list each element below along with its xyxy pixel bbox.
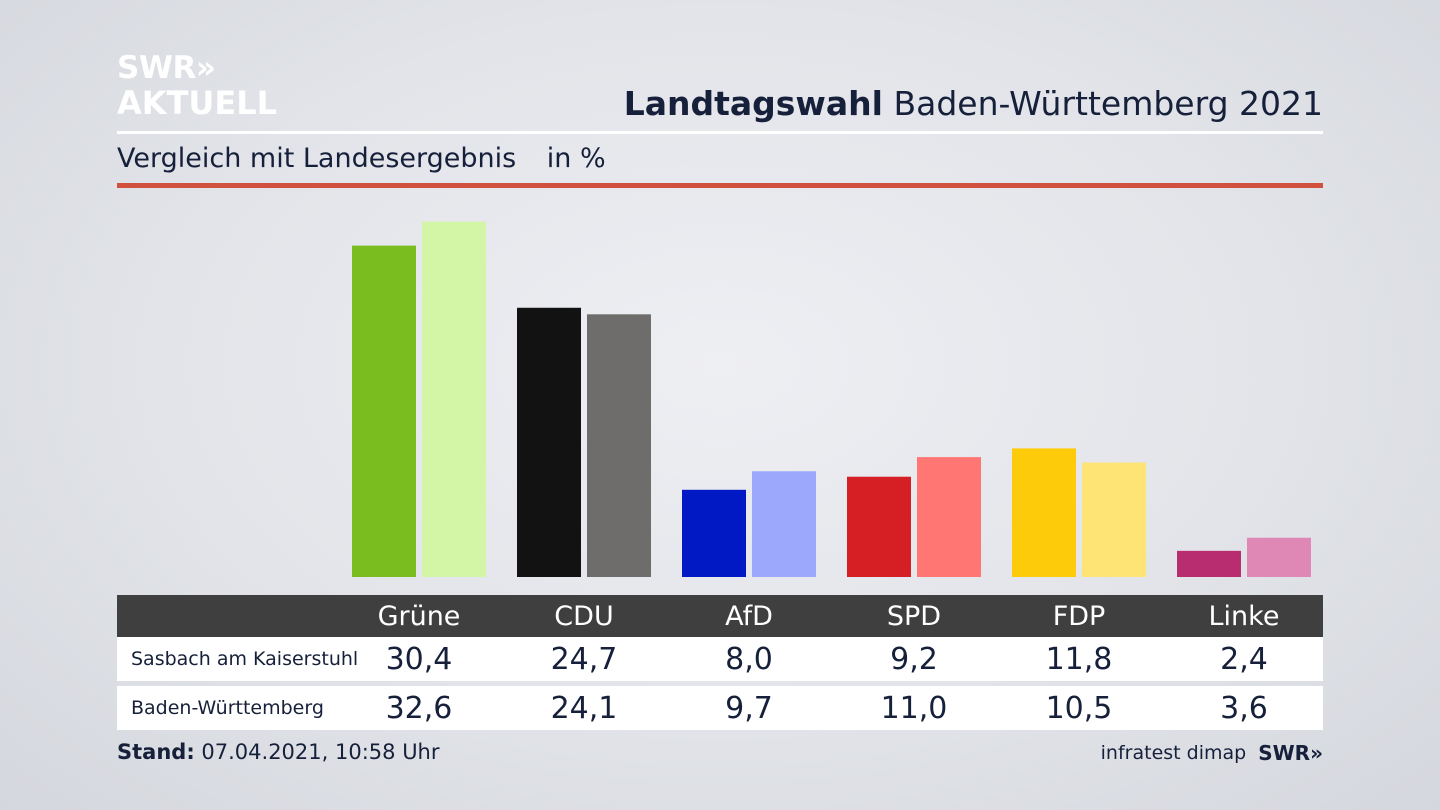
- table-cell: 8,0: [725, 641, 773, 677]
- bar-fdp-local: [1012, 448, 1076, 577]
- column-header: SPD: [886, 600, 942, 632]
- swr-brand-logo: SWR»: [1258, 741, 1323, 765]
- page-title: Landtagswahl Baden-Württemberg 2021: [624, 84, 1323, 123]
- bar-spd-state: [917, 457, 981, 577]
- header-divider: [117, 131, 1323, 134]
- timestamp: Stand: 07.04.2021, 10:58 Uhr: [117, 740, 440, 764]
- subtitle-text: Vergleich mit Landesergebnis: [117, 143, 517, 174]
- table-header-row: Grüne CDU AfD SPD FDP Linke: [117, 595, 1323, 637]
- bar-chart: [352, 221, 1311, 577]
- bar-gr-ne-local: [352, 245, 416, 577]
- chart-subtitle: Vergleich mit Landesergebnis in %: [117, 143, 606, 174]
- column-header: Linke: [1208, 600, 1280, 632]
- column-header: AfD: [725, 600, 773, 632]
- bar-fdp-state: [1082, 462, 1146, 577]
- table-cell: 11,0: [880, 690, 948, 726]
- swr-aktuell-logo: SWR» AKTUELL: [117, 50, 278, 122]
- title-bold: Landtagswahl: [623, 84, 883, 123]
- table-cell: 3,6: [1220, 690, 1268, 726]
- stand-value: 07.04.2021, 10:58 Uhr: [201, 740, 440, 764]
- logo-line-1: SWR»: [117, 50, 216, 86]
- bar-linke-local: [1177, 550, 1241, 577]
- bar-afd-state: [752, 471, 816, 577]
- table-cell: 10,5: [1045, 690, 1113, 726]
- table-row: Baden-Württemberg 32,6 24,1 9,7 11,0 10,5 3,6: [117, 686, 1323, 730]
- bar-cdu-state: [587, 314, 651, 577]
- bar-cdu-local: [517, 307, 581, 577]
- bar-afd-local: [682, 489, 746, 577]
- table-cell: 11,8: [1045, 641, 1113, 677]
- table-cell: 24,1: [550, 690, 618, 726]
- column-header: CDU: [554, 600, 614, 632]
- row-label: Baden-Württemberg: [131, 697, 324, 719]
- accent-divider: [117, 183, 1323, 188]
- column-header: FDP: [1052, 600, 1106, 632]
- subtitle-unit: in %: [546, 143, 606, 174]
- table-cell: 2,4: [1220, 641, 1268, 677]
- table-cell: 30,4: [385, 641, 453, 677]
- table-row: Sasbach am Kaiserstuhl 30,4 24,7 8,0 9,2 11,…: [117, 637, 1323, 681]
- row-label: Sasbach am Kaiserstuhl: [131, 648, 359, 670]
- table-cell: 32,6: [385, 690, 453, 726]
- logo-line-2: AKTUELL: [117, 84, 278, 122]
- table-cell: 9,2: [890, 641, 938, 677]
- bar-linke-state: [1247, 537, 1311, 577]
- results-table: Grüne CDU AfD SPD FDP Linke Sasbach am Kaiser…: [117, 595, 1323, 730]
- table-cell: 9,7: [725, 690, 773, 726]
- table-cell: 24,7: [550, 641, 618, 677]
- bar-gr-ne-state: [422, 221, 486, 577]
- stand-label: Stand:: [117, 740, 195, 764]
- source-credit: infratest dimap SWR»: [1101, 741, 1323, 765]
- title-rest: Baden-Württemberg 2021: [893, 84, 1323, 123]
- source-name: infratest dimap: [1100, 742, 1247, 764]
- bar-spd-local: [847, 476, 911, 577]
- column-header: Grüne: [377, 600, 461, 632]
